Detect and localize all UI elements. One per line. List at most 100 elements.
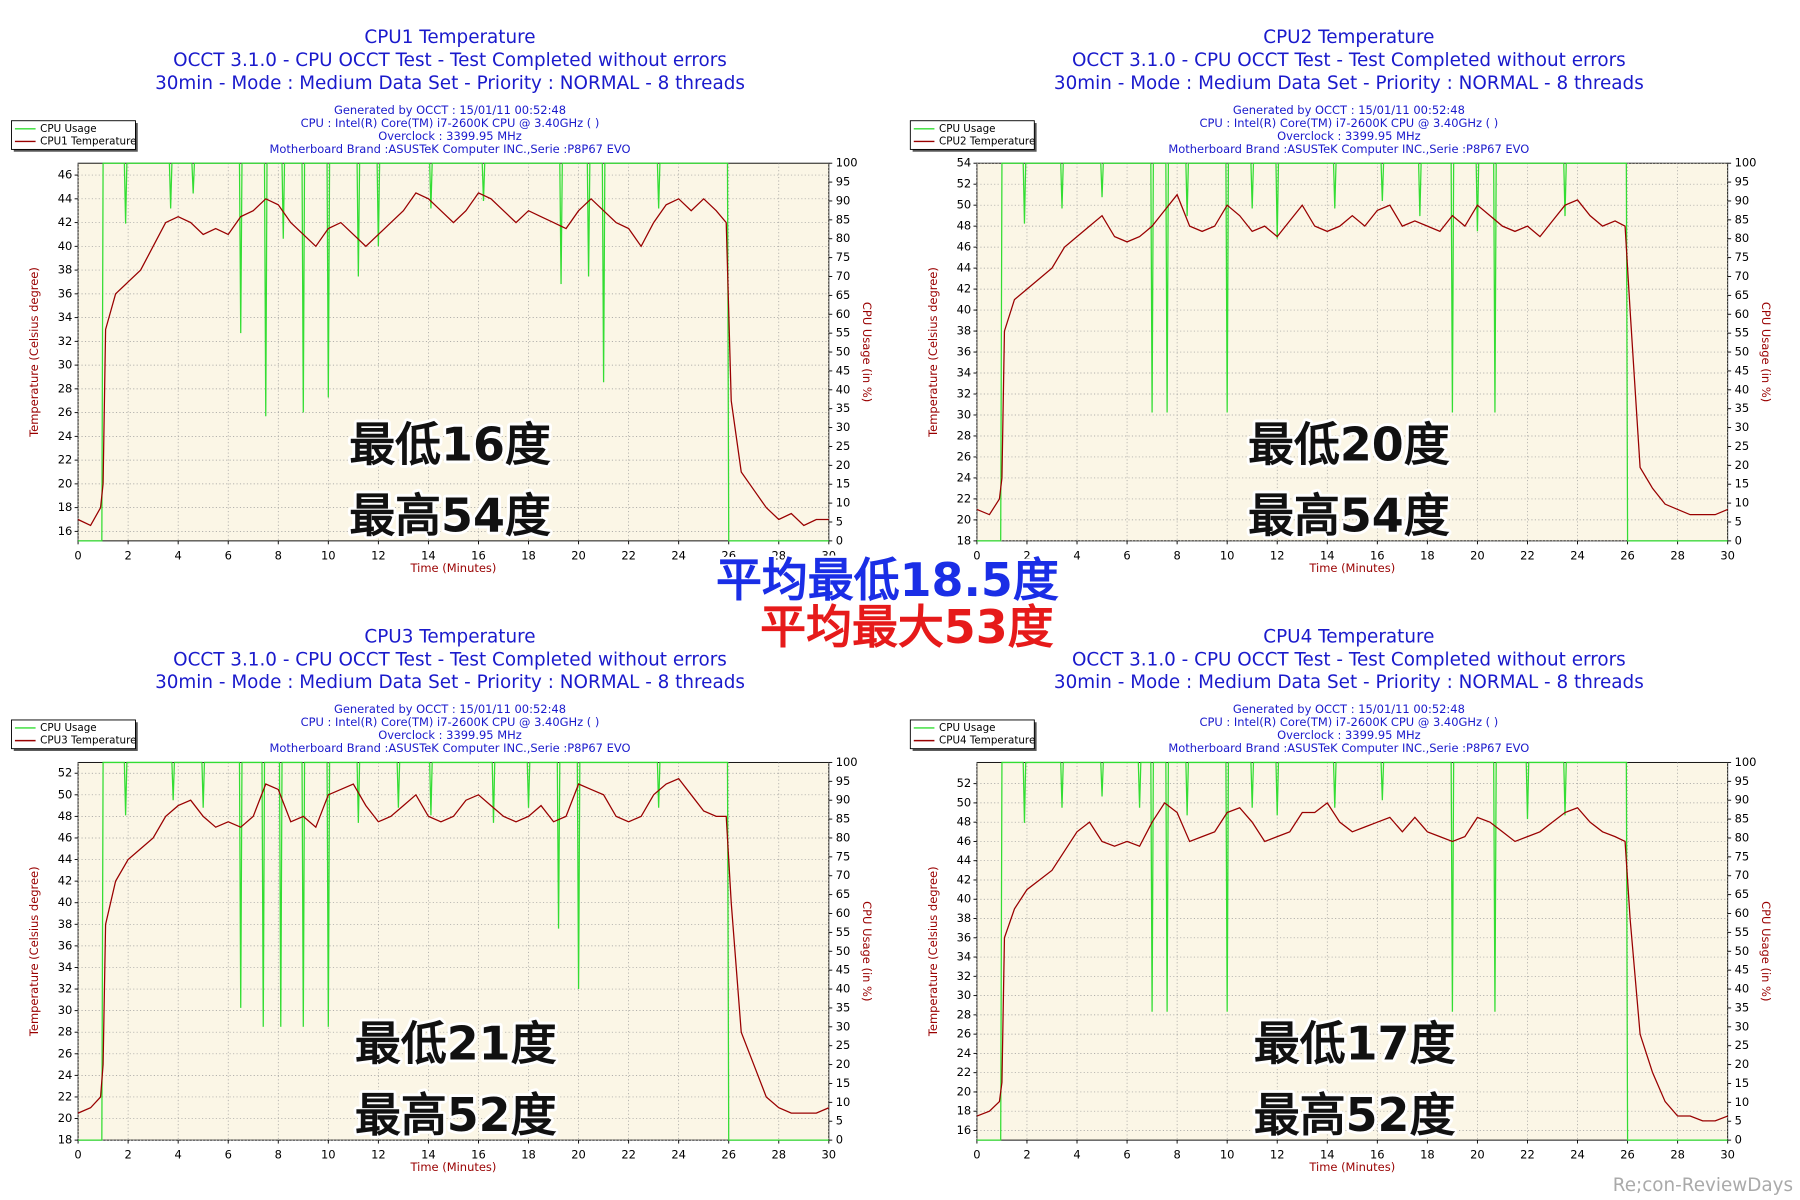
y2-tick-label: 35 xyxy=(1735,401,1750,415)
y2-tick-label: 70 xyxy=(836,868,851,882)
x-tick-label: 20 xyxy=(571,548,586,562)
info-line: Overclock : 3399.95 MHz xyxy=(378,129,522,143)
info-line: CPU : Intel(R) Core(TM) i7-2600K CPU @ 3… xyxy=(301,715,600,729)
legend-box xyxy=(909,120,1035,150)
x-tick-label: 24 xyxy=(1570,548,1585,562)
y-tick-label: 32 xyxy=(58,982,73,996)
x-tick-label: 30 xyxy=(822,548,837,562)
watermark: Re;con-ReviewDays xyxy=(1613,1175,1793,1196)
y2-axis-label: CPU Usage (in %) xyxy=(860,901,874,1001)
y2-tick-label: 10 xyxy=(836,496,851,510)
average-min: 平均最低18.5度 xyxy=(716,553,1059,607)
series-line xyxy=(976,162,1728,542)
average-max: 平均最大53度 xyxy=(760,600,1054,654)
y2-tick-label: 45 xyxy=(836,363,851,377)
y-tick-label: 36 xyxy=(957,930,972,944)
x-tick-label: 16 xyxy=(471,1148,486,1162)
y-tick-label: 32 xyxy=(957,969,972,983)
y2-tick-label: 40 xyxy=(1735,382,1750,396)
y-tick-label: 20 xyxy=(957,1084,972,1098)
y2-tick-label: 75 xyxy=(836,849,851,863)
y-tick-label: 30 xyxy=(58,358,73,372)
chart-subtitle: OCCT 3.1.0 - CPU OCCT Test - Test Comple… xyxy=(173,50,727,71)
y2-tick-label: 70 xyxy=(1735,868,1750,882)
y2-tick-label: 50 xyxy=(836,944,851,958)
x-tick-label: 18 xyxy=(1420,1148,1435,1162)
x-tick-label: 14 xyxy=(421,548,436,562)
y-tick-label: 48 xyxy=(957,815,972,829)
y-tick-label: 46 xyxy=(58,830,73,844)
y2-tick-label: 40 xyxy=(836,382,851,396)
y2-tick-label: 5 xyxy=(836,514,843,528)
x-tick-label: 30 xyxy=(1720,1148,1735,1162)
y-tick-label: 38 xyxy=(58,917,73,931)
y2-tick-label: 85 xyxy=(1735,212,1750,226)
y2-tick-label: 90 xyxy=(1735,193,1750,207)
info-line: Motherboard Brand :ASUSTeK Computer INC.… xyxy=(1168,741,1529,755)
y2-tick-label: 85 xyxy=(1735,812,1750,826)
x-tick-label: 28 xyxy=(771,548,786,562)
legend-box xyxy=(909,719,1035,750)
x-tick-label: 12 xyxy=(1270,1148,1285,1162)
x-tick-label: 12 xyxy=(371,1148,386,1162)
x-tick-label: 16 xyxy=(471,548,486,562)
y2-tick-label: 60 xyxy=(836,307,851,321)
y2-tick-label: 10 xyxy=(1735,496,1750,510)
y-tick-label: 26 xyxy=(957,449,972,463)
x-tick-label: 26 xyxy=(1620,548,1635,562)
legend-box xyxy=(11,120,136,150)
annotation: 最低21度 xyxy=(355,1017,557,1071)
y-tick-label: 52 xyxy=(957,776,972,790)
y-tick-label: 40 xyxy=(957,303,972,317)
y2-tick-label: 30 xyxy=(836,1019,851,1033)
plot-area xyxy=(77,162,830,542)
x-tick-label: 4 xyxy=(175,548,182,562)
info-line: Overclock : 3399.95 MHz xyxy=(1277,129,1421,143)
y-tick-label: 24 xyxy=(58,1068,73,1082)
y-tick-label: 26 xyxy=(58,405,73,419)
y2-tick-label: 35 xyxy=(836,1000,851,1014)
y-tick-label: 38 xyxy=(58,263,73,277)
x-tick-label: 0 xyxy=(74,1148,81,1162)
y2-tick-label: 70 xyxy=(1735,269,1750,283)
y2-tick-label: 55 xyxy=(836,326,851,340)
x-tick-label: 10 xyxy=(1220,1148,1235,1162)
y2-tick-label: 50 xyxy=(1735,944,1750,958)
series-line xyxy=(976,801,1728,1122)
y2-tick-label: 55 xyxy=(1735,925,1750,939)
x-tick-label: 0 xyxy=(973,1148,980,1162)
y-tick-label: 46 xyxy=(957,834,972,848)
y2-tick-label: 90 xyxy=(836,793,851,807)
annotation: 最高54度 xyxy=(1248,489,1450,543)
y-tick-label: 24 xyxy=(58,429,73,443)
info-line: Generated by OCCT : 15/01/11 00:52:48 xyxy=(334,702,566,716)
y2-tick-label: 75 xyxy=(836,250,851,264)
y-tick-label: 52 xyxy=(58,766,73,780)
y-tick-label: 16 xyxy=(957,1123,972,1137)
y2-tick-label: 15 xyxy=(1735,1076,1750,1090)
info-line: CPU : Intel(R) Core(TM) i7-2600K CPU @ 3… xyxy=(1199,715,1498,729)
y2-tick-label: 5 xyxy=(1735,514,1742,528)
chart-subtitle: 30min - Mode : Medium Data Set - Priorit… xyxy=(1054,672,1644,693)
plot-area xyxy=(77,761,830,1141)
annotation: 最低20度 xyxy=(1248,417,1450,471)
y2-tick-label: 55 xyxy=(1735,326,1750,340)
y2-tick-label: 25 xyxy=(836,439,851,453)
legend-label: CPU Usage xyxy=(40,722,96,734)
x-tick-label: 20 xyxy=(1470,548,1485,562)
legend-box xyxy=(11,719,136,750)
y2-tick-label: 80 xyxy=(1735,830,1750,844)
x-tick-label: 6 xyxy=(1123,1148,1130,1162)
y2-tick-label: 15 xyxy=(836,1076,851,1090)
y-tick-label: 34 xyxy=(58,310,73,324)
chart-title: CPU2 Temperature xyxy=(1263,27,1434,48)
y2-tick-label: 25 xyxy=(1735,439,1750,453)
x-tick-label: 12 xyxy=(1270,548,1285,562)
y-tick-label: 34 xyxy=(58,960,73,974)
y-tick-label: 16 xyxy=(58,524,73,538)
y2-tick-label: 0 xyxy=(1735,1133,1742,1147)
x-tick-label: 14 xyxy=(1320,548,1335,562)
y-tick-label: 46 xyxy=(58,168,73,182)
y-tick-label: 30 xyxy=(957,988,972,1002)
